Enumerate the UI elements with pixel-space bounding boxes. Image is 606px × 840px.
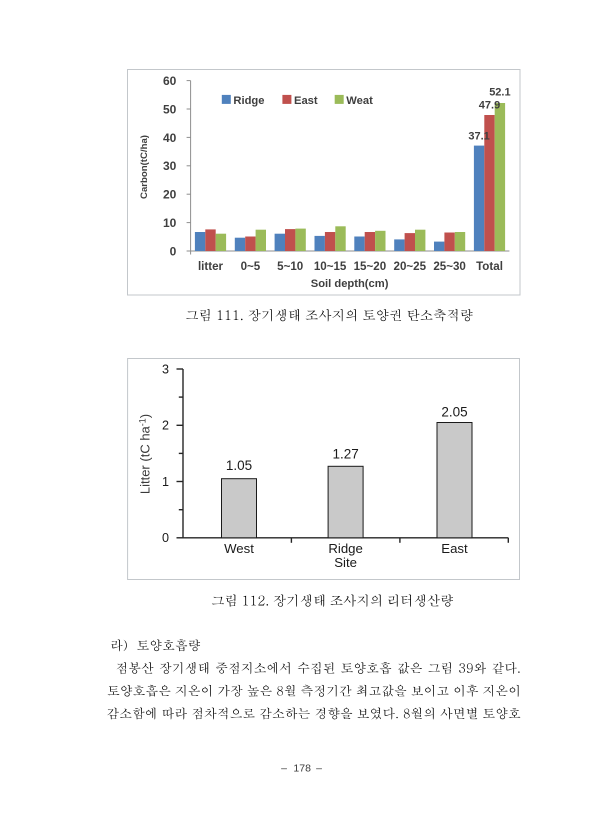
svg-text:West: West [224,541,254,556]
svg-text:1.27: 1.27 [332,446,358,461]
svg-text:Ridge: Ridge [328,541,362,556]
svg-text:30: 30 [163,159,177,173]
svg-text:East: East [294,95,318,107]
svg-text:Site: Site [334,555,357,570]
svg-text:0~5: 0~5 [241,260,261,273]
svg-text:litter: litter [198,260,224,273]
svg-text:Soil depth(cm): Soil depth(cm) [311,278,389,290]
svg-text:Carbon(tC/ha): Carbon(tC/ha) [139,135,150,199]
svg-text:47.9: 47.9 [479,99,500,111]
svg-text:–: – [281,762,287,774]
svg-text:1.05: 1.05 [226,458,252,473]
svg-text:10: 10 [163,216,177,230]
svg-text:–: – [316,762,322,774]
svg-text:0: 0 [162,531,169,545]
svg-text:3: 3 [162,362,169,376]
svg-text:2: 2 [162,419,169,433]
svg-text:40: 40 [163,131,177,145]
svg-text:10~15: 10~15 [314,260,347,273]
svg-text:50: 50 [163,102,177,116]
svg-text:20~25: 20~25 [394,260,427,273]
svg-text:178: 178 [293,762,311,774]
svg-text:0: 0 [170,244,177,258]
svg-text:5~10: 5~10 [277,260,303,273]
svg-text:37.1: 37.1 [468,131,489,143]
svg-text:2.05: 2.05 [441,404,467,419]
svg-text:15~20: 15~20 [354,260,387,273]
svg-text:25~30: 25~30 [433,260,466,273]
svg-text:52.1: 52.1 [489,87,510,99]
svg-text:1: 1 [162,475,169,489]
svg-text:Litter (tC ha-1): Litter (tC ha-1) [137,414,152,494]
svg-text:20: 20 [163,188,177,202]
svg-text:Total: Total [476,260,503,273]
svg-text:Ridge: Ridge [233,95,264,107]
svg-text:East: East [441,541,468,556]
svg-text:Weat: Weat [346,95,373,107]
svg-text:60: 60 [163,74,177,88]
